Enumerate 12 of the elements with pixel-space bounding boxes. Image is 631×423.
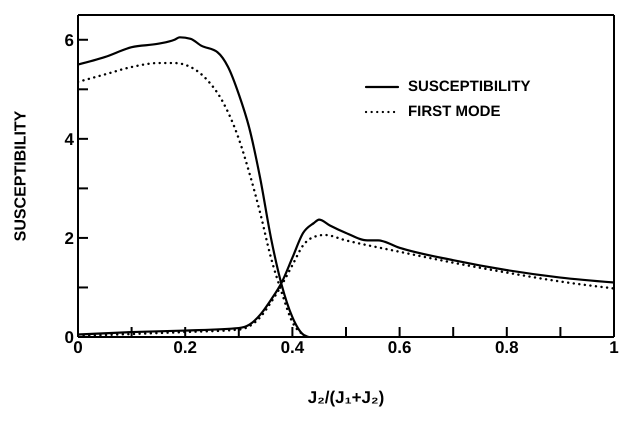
x-tick-label: 0.8 [494,338,519,358]
legend-label: FIRST MODE [408,103,500,120]
x-axis-title: J₂/(J₁+J₂) [308,388,384,407]
y-tick-label: 6 [64,30,74,50]
y-axis-title: SUSCEPTIBILITY [12,110,30,242]
x-tick-label: 0.2 [173,338,198,358]
x-tick-label: 1 [609,338,619,358]
y-tick-label: 4 [64,130,75,149]
legend-label: SUSCEPTIBILITY [408,78,531,95]
x-tick-label: 0.4 [280,338,305,358]
x-tick-label: 0.6 [388,338,412,358]
y-tick-label: 2 [64,228,74,248]
